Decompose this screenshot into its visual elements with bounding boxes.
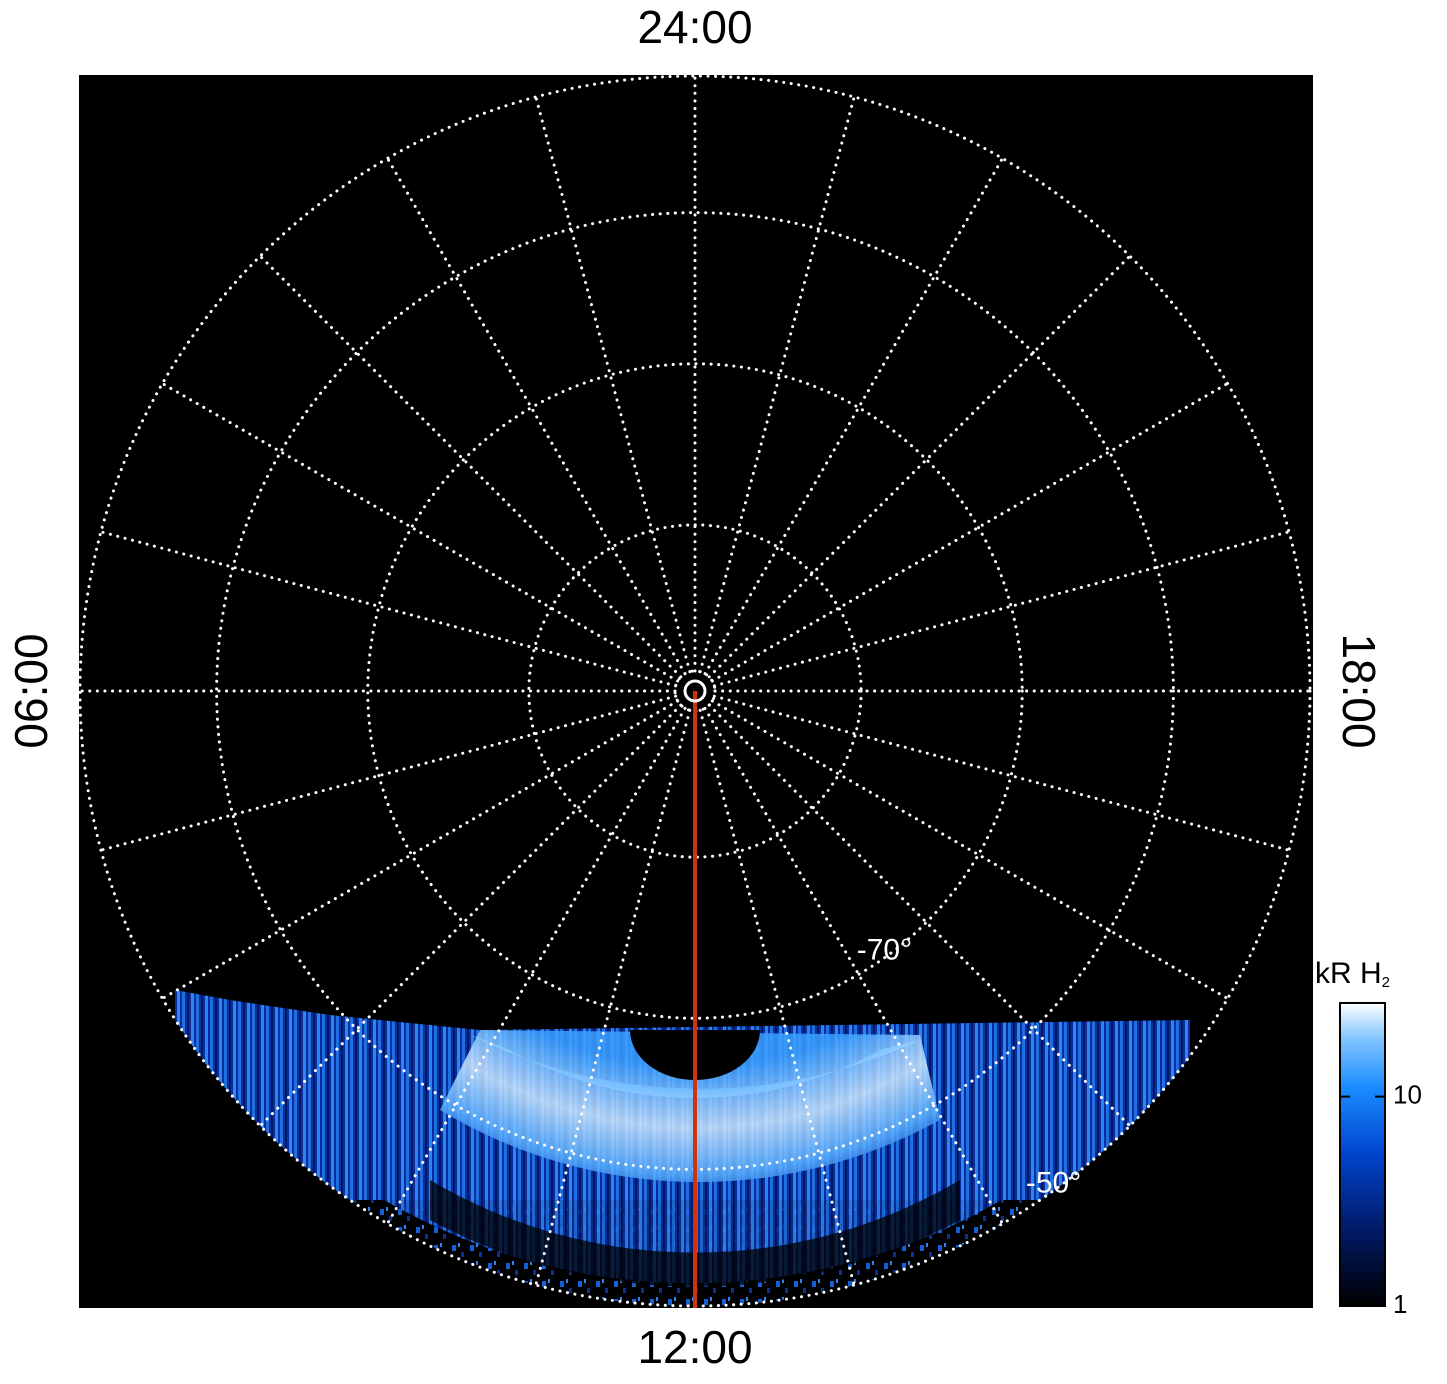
lt-grid-line (698, 708, 856, 1287)
lt-grid-line (99, 530, 678, 688)
lt-grid-line (534, 708, 692, 1287)
lt-grid-line (258, 254, 683, 679)
labels: 24:00 06:00 12:00 18:00 -70° -50° (5, 1, 1385, 1373)
lt-label: 12:00 (637, 1321, 752, 1373)
lat-grid-circle (527, 523, 863, 859)
lt-grid-line (710, 382, 1230, 683)
colorbar-label-subscript: 2 (1382, 974, 1390, 991)
grid (78, 74, 1312, 1308)
lt-grid-line (386, 156, 687, 676)
lt-grid-line (160, 699, 680, 1000)
lt-grid-line (707, 254, 1132, 679)
colorbar-tick-label: 1 (1393, 1289, 1407, 1319)
lt-grid-line (703, 156, 1004, 676)
lt-grid-line (707, 703, 1132, 1128)
lt-grid-line (386, 706, 687, 1226)
colorbar-label-main: kR H (1315, 957, 1382, 990)
lt-grid-line (99, 694, 678, 852)
lt-grid-line (712, 694, 1291, 852)
lt-grid-line (712, 530, 1291, 688)
lt-label: 06:00 (5, 633, 57, 748)
colorbar (1339, 1002, 1386, 1307)
emission-gap (430, 1180, 960, 1287)
lt-grid-line (703, 706, 1004, 1226)
lat-label: -70° (857, 934, 912, 967)
colorbar-label: kR H2 (1315, 957, 1390, 991)
lt-grid-line (160, 382, 680, 683)
colorbar-tick-label: 10 (1393, 1079, 1422, 1109)
pole-marker (683, 679, 707, 703)
lt-grid-line (258, 703, 683, 1128)
lt-grid-line (710, 699, 1230, 1000)
lt-grid-line (698, 95, 856, 674)
lat-grid-circle (366, 362, 1024, 1020)
lat-label: -50° (1026, 1166, 1081, 1199)
lt-grid-line (534, 95, 692, 674)
lt-label: 18:00 (1333, 633, 1385, 748)
lt-label: 24:00 (637, 1, 752, 53)
